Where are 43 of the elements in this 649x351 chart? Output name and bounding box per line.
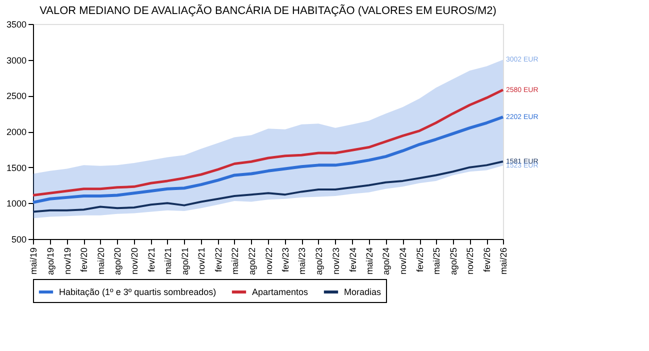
legend-label: Habitação (1º e 3º quartis sombreados)	[59, 287, 216, 297]
x-tick-label: mai/24	[364, 248, 374, 275]
chart-title: VALOR MEDIANO DE AVALIAÇÃO BANCÁRIA DE HABITAÇÃO (VALORES EM EUROS/M2)	[40, 4, 496, 17]
x-tick-label: fev/25	[415, 248, 426, 272]
y-tick-label: 3500	[6, 20, 26, 30]
y-tick-label: 1000	[6, 198, 26, 209]
x-tick-label: mai/22	[230, 248, 240, 275]
x-tick-label: mai/20	[96, 248, 106, 275]
x-tick-label: nov/20	[130, 248, 140, 275]
y-tick-label: 500	[11, 234, 26, 244]
legend-label: Apartamentos	[252, 287, 309, 297]
y-tick-label: 3000	[6, 55, 26, 66]
line-series	[32, 88, 504, 197]
x-tick-label: ago/22	[246, 248, 257, 276]
y-tick-label: 2500	[6, 91, 26, 102]
x-tick-label: nov/22	[264, 248, 274, 275]
y-tick-label: 1500	[6, 162, 26, 173]
x-tick-label: ago/24	[381, 248, 392, 276]
x-tick-label: fev/23	[280, 248, 291, 272]
legend-label: Moradias	[344, 287, 382, 297]
x-tick-label: mai/19	[28, 248, 38, 275]
x-tick-label: ago/23	[314, 248, 324, 276]
x-tick-label: mai/26	[498, 248, 508, 275]
x-tick-label: nov/24	[398, 248, 408, 275]
x-tick-label: ago/19	[45, 248, 56, 276]
y-tick-label: 2000	[6, 127, 26, 137]
x-tick-label: nov/25	[465, 248, 476, 275]
x-tick-label: nov/19	[62, 248, 72, 275]
x-tick-label: mai/23	[297, 248, 308, 275]
x-tick-label: ago/21	[180, 248, 190, 276]
line-series	[32, 116, 504, 204]
x-tick-label: fev/20	[79, 248, 90, 272]
x-tick-label: mai/21	[162, 248, 173, 275]
x-tick-label: fev/21	[146, 248, 157, 272]
x-tick-label: fev/26	[482, 248, 492, 272]
x-tick-label: fev/22	[214, 248, 224, 272]
x-tick-label: ago/20	[112, 248, 123, 276]
line-series	[32, 160, 504, 213]
x-tick-label: ago/25	[448, 248, 458, 276]
x-tick-label: nov/23	[330, 248, 341, 275]
x-tick-label: mai/25	[431, 248, 442, 275]
x-tick-label: nov/21	[196, 248, 207, 275]
x-tick-label: fev/24	[348, 248, 358, 272]
